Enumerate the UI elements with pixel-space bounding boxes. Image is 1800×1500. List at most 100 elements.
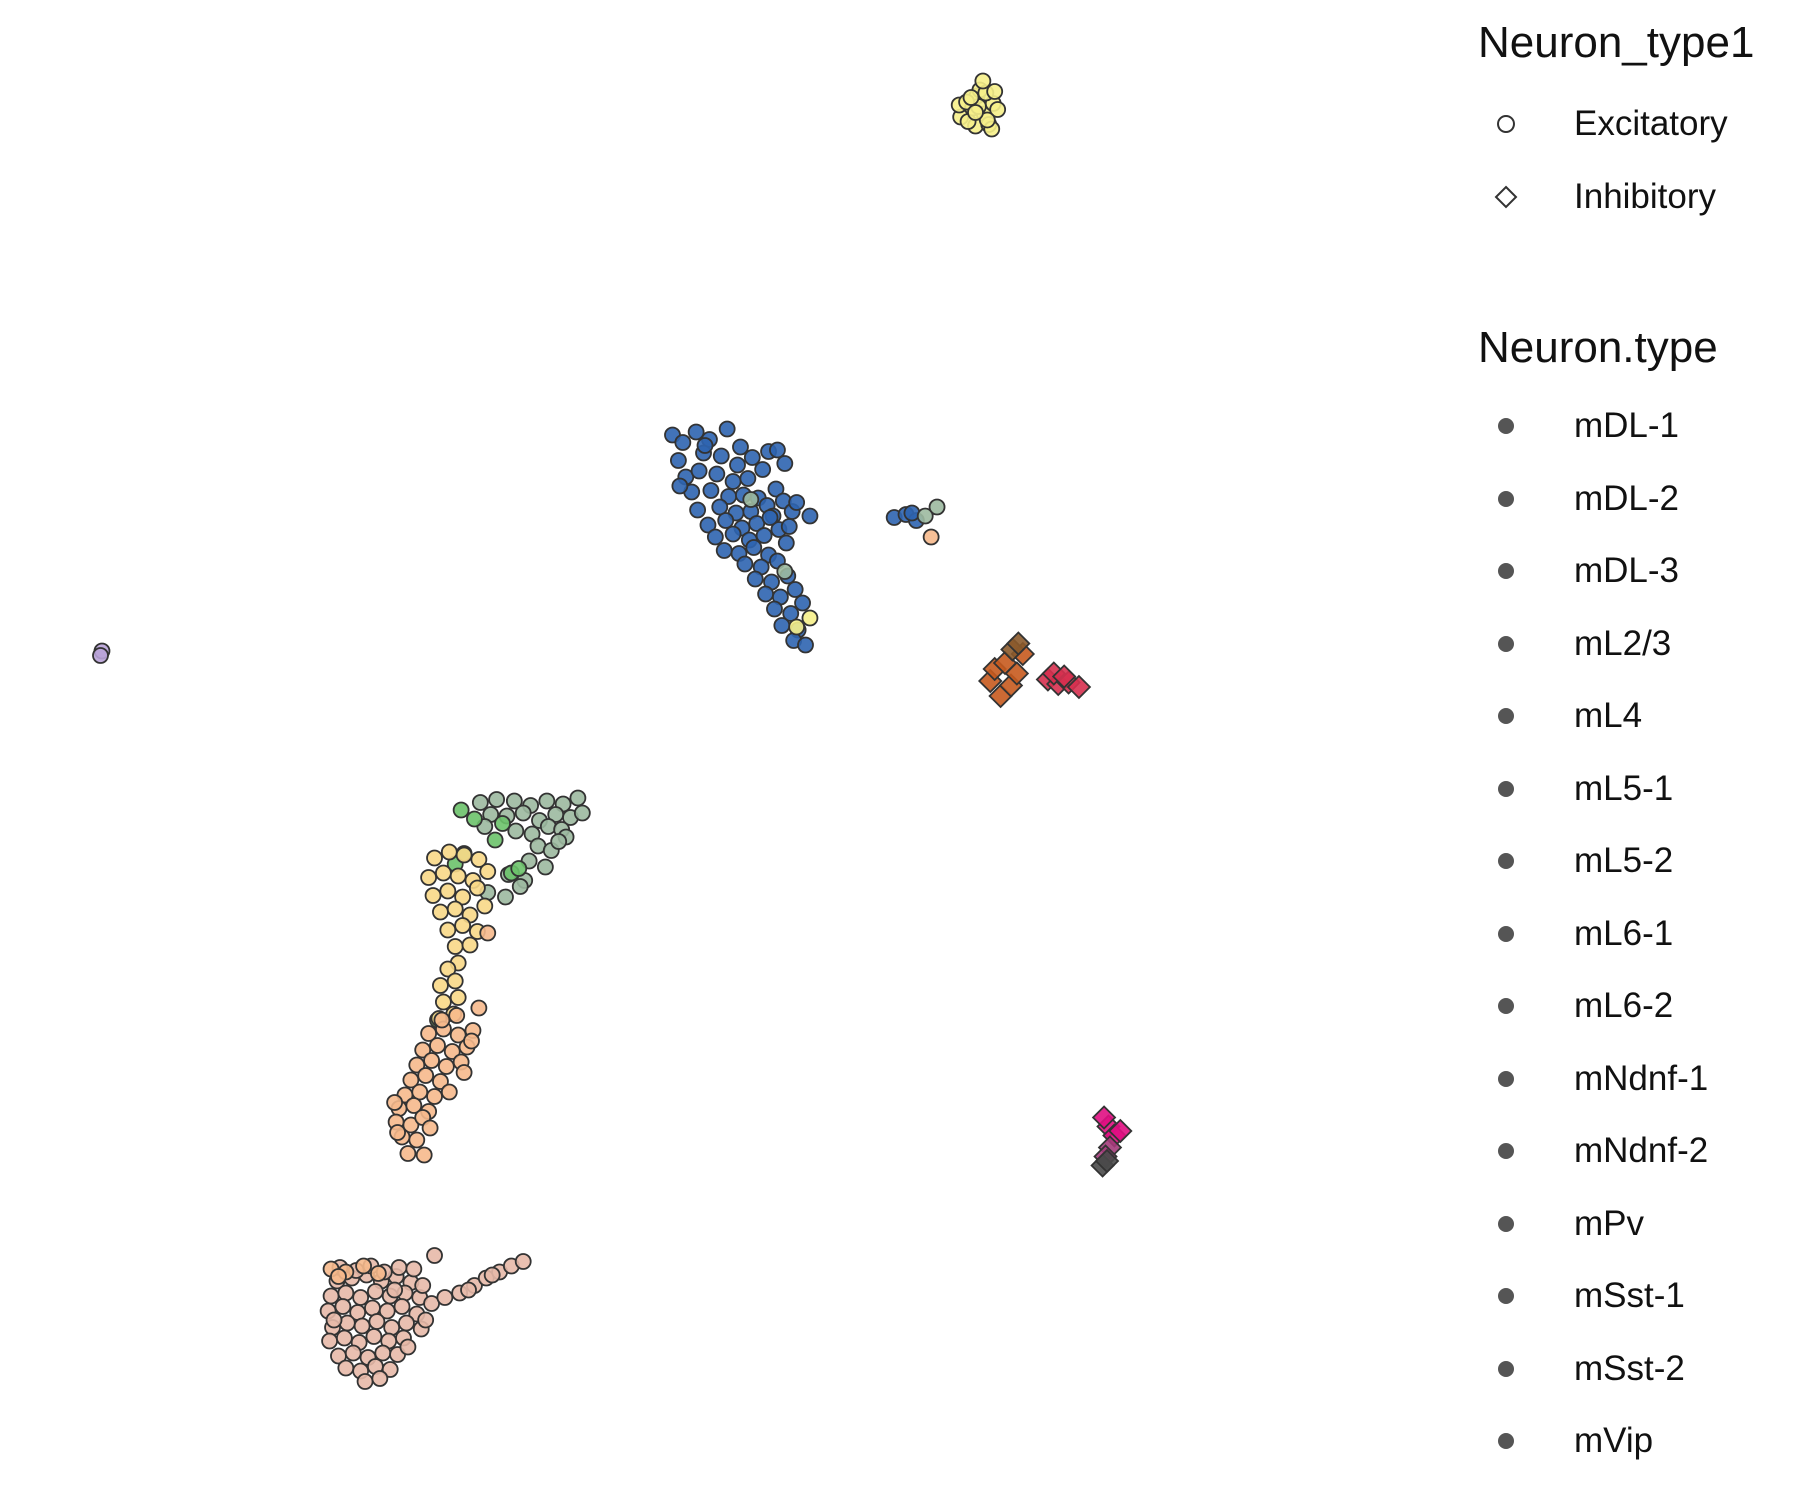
scatter-point [745, 539, 763, 556]
scatter-point [337, 1284, 355, 1302]
scatter-point [494, 815, 511, 832]
scatter-point [471, 794, 489, 811]
scatter-point [420, 1025, 438, 1042]
scatter-point [446, 900, 464, 918]
scatter-point [788, 618, 806, 636]
scatter-point [449, 989, 467, 1006]
scatter-point [421, 1119, 439, 1137]
legend-dot-icon [1498, 418, 1514, 434]
legend-color-title: Neuron.type [1478, 323, 1718, 372]
legend-color-label: mL6-1 [1574, 913, 1674, 953]
scatter-point [468, 879, 486, 897]
scatter-point [967, 104, 984, 121]
scatter-point [426, 1088, 443, 1105]
scatter-point [470, 999, 488, 1017]
scatter-point [1006, 631, 1031, 656]
legend-dot-icon [1498, 780, 1514, 797]
legend-color-label: mDL-3 [1574, 551, 1680, 590]
legend-color-item: mSst-2 [1478, 1349, 1798, 1389]
scatter-point [708, 465, 726, 483]
scatter-point [420, 869, 438, 886]
scatter-point [417, 1311, 435, 1329]
scatter-point [769, 441, 786, 459]
scatter-point [429, 1037, 446, 1054]
scatter-point [715, 542, 733, 559]
scatter-point [1051, 664, 1077, 689]
scatter-point [440, 1083, 458, 1101]
scatter-point [371, 1370, 389, 1387]
scatter-point [777, 534, 795, 552]
scatter-point [448, 1007, 466, 1024]
scatter-point [1094, 1148, 1120, 1174]
scatter-point [454, 917, 472, 934]
scatter-point [446, 972, 464, 990]
scatter-point [486, 831, 504, 849]
scatter-point [383, 1319, 401, 1336]
scatter-point [390, 1259, 408, 1276]
legend-dot-icon [1498, 1143, 1514, 1159]
scatter-point [511, 878, 529, 895]
scatter-point [92, 647, 109, 664]
scatter-point [718, 420, 736, 438]
legend-color-label: mSst-2 [1574, 1348, 1685, 1388]
legend-dot-icon [1498, 1360, 1514, 1377]
scatter-point [334, 1298, 352, 1315]
scatter-point [381, 1361, 399, 1378]
legend-color-item: mL6-1 [1478, 914, 1798, 954]
scatter-point [455, 846, 473, 864]
scatter-point [776, 563, 794, 580]
scatter-point [510, 860, 528, 877]
scatter-point [1066, 674, 1092, 700]
scatter-point [432, 1073, 449, 1090]
scatter-point [687, 423, 705, 441]
legend-color-label: mL2/3 [1574, 623, 1672, 663]
legend-circle-icon [1497, 115, 1515, 133]
scatter-point [398, 1314, 415, 1332]
scatter-point [706, 528, 724, 546]
scatter-point [742, 491, 760, 508]
scatter-point [399, 1145, 417, 1162]
scatter-point [782, 605, 800, 622]
scatter-point [365, 1328, 383, 1345]
scatter-point [724, 473, 742, 490]
scatter-point [536, 858, 554, 876]
scatter-point [414, 1041, 432, 1059]
legend-color-label: mL5-1 [1574, 768, 1674, 808]
scatter-point [962, 89, 980, 106]
scatter-point [916, 507, 934, 525]
legend-dot-icon [1498, 998, 1514, 1014]
legend-color-item: mDL-3 [1478, 551, 1798, 591]
legend-dot-icon [1498, 925, 1514, 942]
scatter-point [712, 447, 730, 465]
scatter-point [399, 1338, 417, 1356]
scatter-point [724, 525, 742, 543]
scatter-point [671, 477, 689, 495]
legend-color-item: mL2/3 [1478, 624, 1798, 664]
scatter-point [739, 470, 757, 487]
legend-color-label: mL5-2 [1574, 841, 1674, 880]
legend-color-label: mSst-1 [1574, 1276, 1685, 1315]
scatter-point [454, 888, 472, 906]
scatter-point [755, 527, 773, 544]
scatter-point [488, 791, 506, 808]
scatter-point [514, 804, 532, 822]
scatter-point [402, 1116, 420, 1134]
scatter-point [434, 864, 452, 882]
scatter-point [702, 482, 720, 499]
scatter-point [369, 1265, 387, 1282]
scatter-point [434, 993, 452, 1011]
scatter-point [538, 792, 556, 810]
scatter-point [670, 452, 687, 469]
scatter-point [569, 789, 587, 807]
legend-color-item: mNdnf-1 [1478, 1059, 1798, 1099]
scatter-point [743, 449, 761, 466]
legend-color-label: mVip [1574, 1421, 1654, 1460]
legend-color-item: mL6-2 [1478, 986, 1798, 1026]
legend-color-item: mNdnf-2 [1478, 1131, 1798, 1171]
scatter-point [773, 617, 791, 634]
scatter-point [483, 1266, 501, 1284]
scatter-point [696, 437, 714, 454]
scatter-point [321, 1332, 338, 1350]
scatter-point [801, 609, 819, 627]
legend-shape-item: Excitatory [1478, 104, 1798, 144]
